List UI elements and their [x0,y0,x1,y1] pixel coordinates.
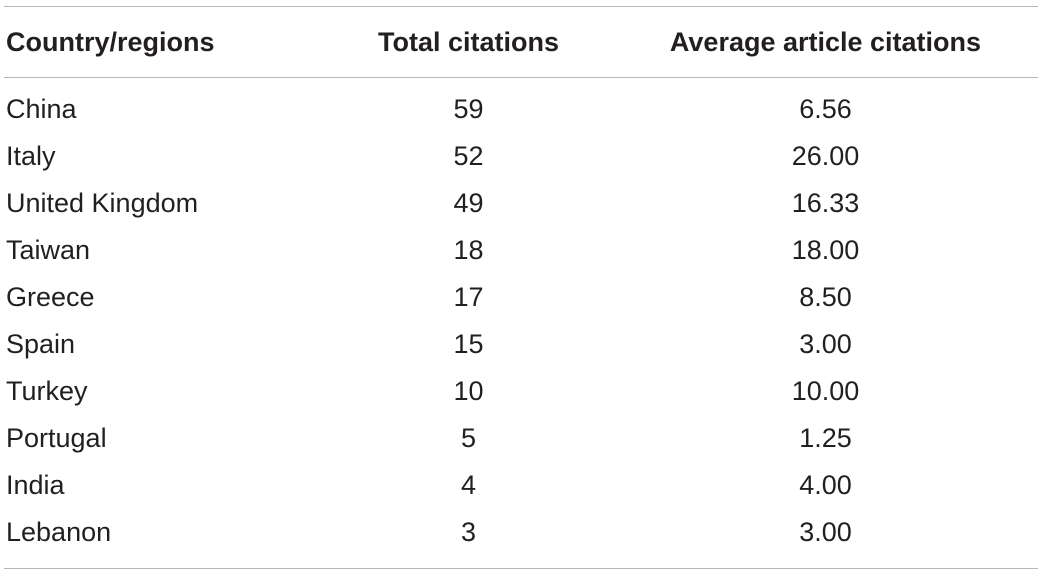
column-header-average-citations: Average article citations [669,26,982,57]
table-row: Taiwan 18 18.00 [4,227,1038,274]
cell-total-citations: 10 [453,376,484,406]
table-row: United Kingdom 49 16.33 [4,180,1038,227]
table-row: Spain 15 3.00 [4,321,1038,368]
table-row: Portugal 5 1.25 [4,415,1038,462]
cell-total-citations: 52 [453,141,484,171]
table-row: Greece 17 8.50 [4,274,1038,321]
cell-average-citations: 3.00 [799,517,852,547]
table-row: India 4 4.00 [4,462,1038,509]
cell-country: Taiwan [6,235,91,265]
cell-country: Italy [6,141,56,171]
column-header-total-citations: Total citations [377,26,559,57]
cell-total-citations: 18 [453,235,484,265]
cell-country: China [6,94,77,124]
table-row: China 59 6.56 [4,78,1038,134]
cell-country: Greece [6,282,95,312]
cell-average-citations: 3.00 [799,329,852,359]
cell-country: Spain [6,329,76,359]
cell-total-citations: 3 [460,517,477,547]
cell-average-citations: 18.00 [791,235,860,265]
cell-total-citations: 17 [453,282,484,312]
cell-average-citations: 6.56 [799,94,852,124]
cell-total-citations: 5 [460,423,477,453]
cell-country: United Kingdom [6,188,199,218]
table-body: China 59 6.56 Italy 52 26.00 United King… [4,78,1038,569]
cell-total-citations: 15 [453,329,484,359]
cell-average-citations: 10.00 [791,376,860,406]
cell-total-citations: 49 [453,188,484,218]
citations-table-container: Country/regions Total citations Average … [4,6,1038,569]
cell-total-citations: 59 [453,94,484,124]
column-header-country: Country/regions [6,26,215,57]
cell-average-citations: 26.00 [791,141,860,171]
cell-average-citations: 4.00 [799,470,852,500]
cell-average-citations: 1.25 [799,423,852,453]
table-row: Italy 52 26.00 [4,133,1038,180]
citations-table: Country/regions Total citations Average … [4,6,1038,569]
table-header: Country/regions Total citations Average … [4,6,1038,78]
header-row: Country/regions Total citations Average … [4,6,1038,78]
cell-country: Portugal [6,423,107,453]
table-row: Lebanon 3 3.00 [4,509,1038,569]
table-row: Turkey 10 10.00 [4,368,1038,415]
cell-average-citations: 8.50 [799,282,852,312]
cell-country: Lebanon [6,517,112,547]
cell-average-citations: 16.33 [791,188,860,218]
cell-country: India [6,470,65,500]
cell-total-citations: 4 [460,470,477,500]
cell-country: Turkey [6,376,88,406]
